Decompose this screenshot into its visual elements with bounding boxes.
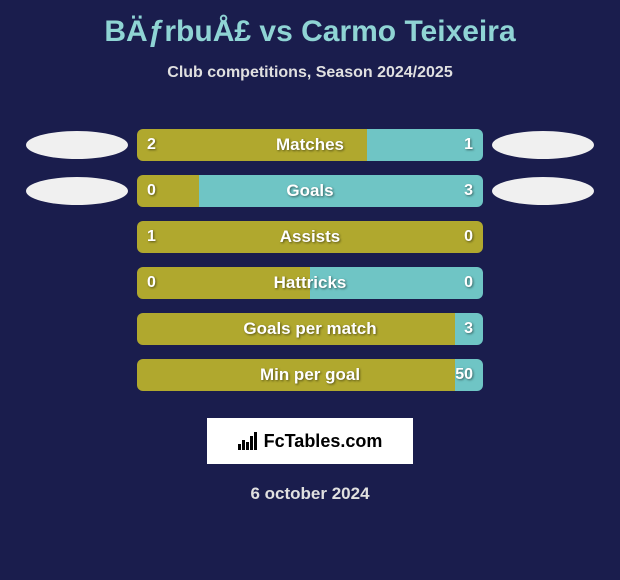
chart-icon <box>238 432 258 450</box>
stat-bar: 2 Matches 1 <box>137 129 483 161</box>
stat-row: 1 Assists 0 <box>0 214 620 260</box>
ellipse-left-slot <box>17 177 137 205</box>
stat-bar: Goals per match 3 <box>137 313 483 345</box>
stat-value-left: 2 <box>147 136 156 154</box>
comparison-infographic: BÄƒrbuÅ£ vs Carmo Teixeira Club competit… <box>0 0 620 514</box>
stat-row: 0 Goals 3 <box>0 168 620 214</box>
stat-value-right: 0 <box>464 274 473 292</box>
stat-bar: 0 Goals 3 <box>137 175 483 207</box>
footer-logo: FcTables.com <box>207 418 413 464</box>
logo-text: FcTables.com <box>264 431 383 452</box>
stat-value-left: 1 <box>147 228 156 246</box>
player-marker-right <box>492 131 594 159</box>
stat-label: Hattricks <box>274 273 347 293</box>
stat-value-right: 3 <box>464 182 473 200</box>
stat-label: Goals <box>286 181 333 201</box>
stat-row: 2 Matches 1 <box>0 122 620 168</box>
stat-bar: 0 Hattricks 0 <box>137 267 483 299</box>
player-marker-right <box>492 177 594 205</box>
ellipse-right-slot <box>483 131 603 159</box>
stat-value-right: 3 <box>464 320 473 338</box>
title: BÄƒrbuÅ£ vs Carmo Teixeira <box>0 15 620 49</box>
chart-area: 2 Matches 1 0 Goals 3 1 <box>0 122 620 398</box>
ellipse-left-slot <box>17 131 137 159</box>
stat-label: Min per goal <box>260 365 360 385</box>
stat-bar: Min per goal 50 <box>137 359 483 391</box>
stat-value-right: 0 <box>464 228 473 246</box>
date: 6 october 2024 <box>0 484 620 504</box>
ellipse-right-slot <box>483 177 603 205</box>
stat-value-right: 1 <box>464 136 473 154</box>
subtitle: Club competitions, Season 2024/2025 <box>0 64 620 82</box>
stat-value-right: 50 <box>455 366 473 384</box>
stat-label: Goals per match <box>243 319 376 339</box>
stat-label: Matches <box>276 135 344 155</box>
stat-label: Assists <box>280 227 340 247</box>
player-marker-left <box>26 131 128 159</box>
stat-value-left: 0 <box>147 274 156 292</box>
stat-bar: 1 Assists 0 <box>137 221 483 253</box>
stat-value-left: 0 <box>147 182 156 200</box>
stat-row: 0 Hattricks 0 <box>0 260 620 306</box>
stat-row: Min per goal 50 <box>0 352 620 398</box>
stat-row: Goals per match 3 <box>0 306 620 352</box>
player-marker-left <box>26 177 128 205</box>
bar-right-segment <box>199 175 483 207</box>
